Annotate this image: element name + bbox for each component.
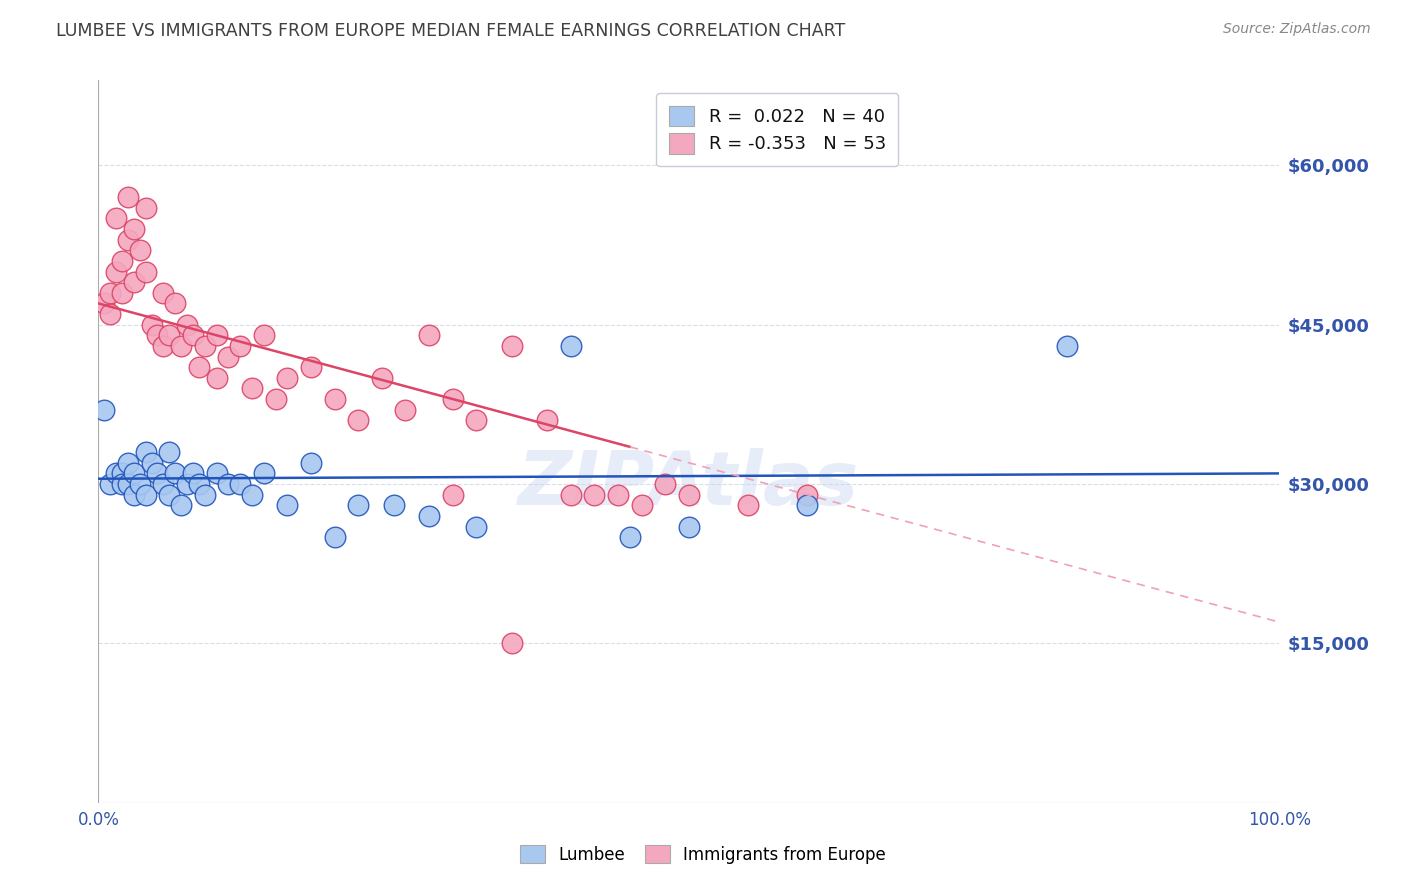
Point xyxy=(128,244,150,258)
Point xyxy=(187,477,209,491)
Text: LUMBEE VS IMMIGRANTS FROM EUROPE MEDIAN FEMALE EARNINGS CORRELATION CHART: LUMBEE VS IMMIGRANTS FROM EUROPE MEDIAN … xyxy=(56,22,845,40)
Point xyxy=(176,477,198,491)
Point xyxy=(135,201,157,215)
Point xyxy=(187,360,209,375)
Point xyxy=(98,307,121,321)
Point xyxy=(607,488,630,502)
Point xyxy=(157,445,180,459)
Point xyxy=(1056,339,1078,353)
Point xyxy=(217,350,239,364)
Point xyxy=(240,488,263,502)
Point xyxy=(165,467,187,481)
Point xyxy=(630,498,652,512)
Point xyxy=(111,285,134,300)
Point xyxy=(105,211,128,226)
Legend: Lumbee, Immigrants from Europe: Lumbee, Immigrants from Europe xyxy=(513,838,893,871)
Point xyxy=(418,328,440,343)
Point xyxy=(117,456,139,470)
Point xyxy=(165,296,187,310)
Point xyxy=(146,467,169,481)
Point xyxy=(560,488,582,502)
Point xyxy=(347,498,370,512)
Point xyxy=(465,519,488,533)
Point xyxy=(141,318,163,332)
Point xyxy=(170,498,193,512)
Point xyxy=(394,402,416,417)
Point xyxy=(347,413,370,427)
Point xyxy=(796,498,818,512)
Point xyxy=(205,467,228,481)
Point xyxy=(141,456,163,470)
Point xyxy=(229,477,252,491)
Point xyxy=(276,371,298,385)
Point xyxy=(619,530,641,544)
Point xyxy=(157,328,180,343)
Point xyxy=(98,477,121,491)
Point xyxy=(146,328,169,343)
Point xyxy=(152,285,174,300)
Point xyxy=(583,488,606,502)
Point xyxy=(264,392,287,406)
Point xyxy=(276,498,298,512)
Point xyxy=(181,467,204,481)
Point xyxy=(654,477,676,491)
Point xyxy=(194,339,217,353)
Point xyxy=(170,339,193,353)
Point xyxy=(299,456,322,470)
Point xyxy=(93,402,115,417)
Point xyxy=(323,530,346,544)
Point xyxy=(93,296,115,310)
Point xyxy=(176,318,198,332)
Point xyxy=(323,392,346,406)
Point xyxy=(111,467,134,481)
Point xyxy=(152,339,174,353)
Point xyxy=(122,467,145,481)
Point xyxy=(105,264,128,278)
Point xyxy=(135,445,157,459)
Point xyxy=(194,488,217,502)
Point xyxy=(536,413,558,427)
Point xyxy=(135,488,157,502)
Text: Source: ZipAtlas.com: Source: ZipAtlas.com xyxy=(1223,22,1371,37)
Point xyxy=(181,328,204,343)
Point xyxy=(152,477,174,491)
Point xyxy=(122,222,145,236)
Text: ZIPAtlas: ZIPAtlas xyxy=(519,449,859,522)
Point xyxy=(253,467,276,481)
Point xyxy=(465,413,488,427)
Point xyxy=(441,392,464,406)
Legend: R =  0.022   N = 40, R = -0.353   N = 53: R = 0.022 N = 40, R = -0.353 N = 53 xyxy=(657,93,898,166)
Point xyxy=(240,381,263,395)
Point xyxy=(678,519,700,533)
Point xyxy=(217,477,239,491)
Point xyxy=(117,190,139,204)
Point xyxy=(122,275,145,289)
Point xyxy=(441,488,464,502)
Point xyxy=(105,467,128,481)
Point xyxy=(135,264,157,278)
Point xyxy=(117,233,139,247)
Point xyxy=(111,477,134,491)
Point xyxy=(117,477,139,491)
Point xyxy=(737,498,759,512)
Point xyxy=(796,488,818,502)
Point xyxy=(205,371,228,385)
Point xyxy=(678,488,700,502)
Point xyxy=(122,488,145,502)
Point xyxy=(128,477,150,491)
Point xyxy=(205,328,228,343)
Point xyxy=(501,339,523,353)
Point xyxy=(98,285,121,300)
Point xyxy=(299,360,322,375)
Point xyxy=(229,339,252,353)
Point xyxy=(253,328,276,343)
Point xyxy=(418,508,440,523)
Point xyxy=(501,636,523,650)
Point xyxy=(560,339,582,353)
Point xyxy=(382,498,405,512)
Point xyxy=(157,488,180,502)
Point xyxy=(111,253,134,268)
Point xyxy=(371,371,394,385)
